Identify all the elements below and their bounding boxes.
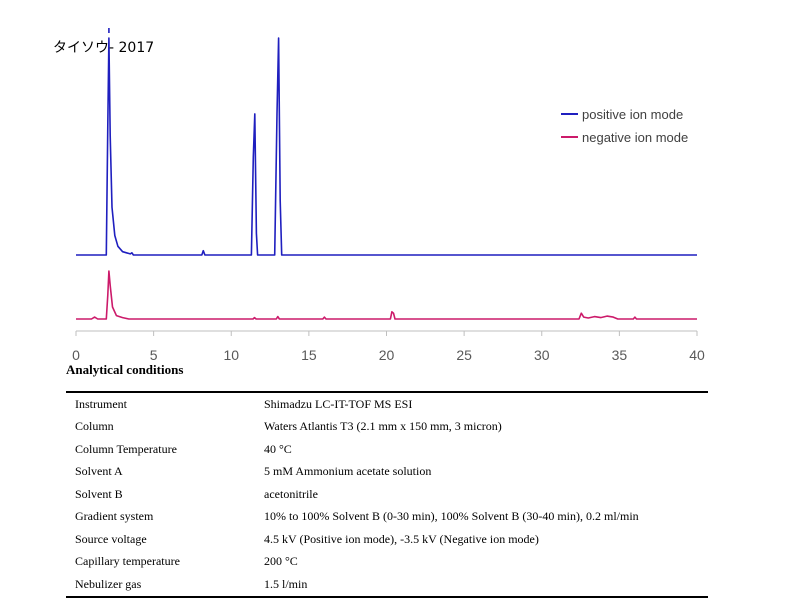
legend-label-negative: negative ion mode [582,130,688,145]
series-line-1 [76,270,697,320]
parameter-value: 4.5 kV (Positive ion mode), -3.5 kV (Neg… [264,531,539,546]
x-tick-label: 5 [150,347,158,363]
parameter-value: Waters Atlantis T3 (2.1 mm x 150 mm, 3 m… [264,419,502,434]
parameter-name: Solvent A [75,464,123,479]
parameter-name: Source voltage [75,531,147,546]
parameter-name: Gradient system [75,509,154,524]
table-row: Column Waters Atlantis T3 (2.1 mm x 150 m… [66,416,708,439]
parameter-name: Solvent B [75,486,123,501]
x-tick-label: 30 [534,347,550,363]
parameter-value: 1.5 l/min [264,576,308,591]
table-row: Gradient system 10% to 100% Solvent B (0-… [66,506,708,529]
conditions-heading: Analytical conditions [66,362,184,377]
series-line-0 [76,37,697,256]
analytical-conditions: Analytical conditions Instrument Shimadzu… [66,362,708,598]
table-row: Nebulizer gas 1.5 l/min [66,573,708,597]
parameter-value: 5 mM Ammonium acetate solution [264,464,432,479]
parameter-value: Shimadzu LC-IT-TOF MS ESI [264,396,413,411]
conditions-table: Instrument Shimadzu LC-IT-TOF MS ESI Colum… [66,391,708,598]
chromatogram-chart: 0 5 10 15 20 25 30 35 40 タイソウ- 2017 positive ion… [53,28,705,363]
parameter-name: Column Temperature [75,441,177,456]
x-tick-label: 40 [689,347,705,363]
x-tick-label: 35 [612,347,628,363]
parameter-name: Nebulizer gas [75,576,142,591]
table-row: Solvent A 5 mM Ammonium acetate solution [66,461,708,484]
table-row: Capillary temperature 200 °C [66,551,708,574]
parameter-value: acetonitrile [264,486,318,501]
parameter-name: Capillary temperature [75,554,180,569]
series-layer [76,28,697,320]
parameter-name: Instrument [75,396,127,411]
x-tick-label: 20 [379,347,395,363]
table-row: Source voltage 4.5 kV (Positive ion mode)… [66,528,708,551]
legend-label-positive: positive ion mode [582,107,683,122]
x-axis: 0 5 10 15 20 25 30 35 40 [72,330,705,363]
table-row: Instrument Shimadzu LC-IT-TOF MS ESI [66,392,708,416]
x-tick-label: 15 [301,347,317,363]
parameter-name: Column [75,419,114,434]
legend: positive ion mode negative ion mode [561,107,688,145]
x-tick-label: 25 [456,347,472,363]
x-tick-label: 10 [223,347,239,363]
parameter-value: 10% to 100% Solvent B (0-30 min), 100% S… [264,509,639,524]
table-row: Column Temperature 40 °C [66,438,708,461]
table-row: Solvent B acetonitrile [66,483,708,506]
parameter-value: 200 °C [264,554,298,569]
chart-title: タイソウ- 2017 [53,40,154,56]
x-tick-label: 0 [72,347,80,363]
parameter-value: 40 °C [264,441,292,456]
